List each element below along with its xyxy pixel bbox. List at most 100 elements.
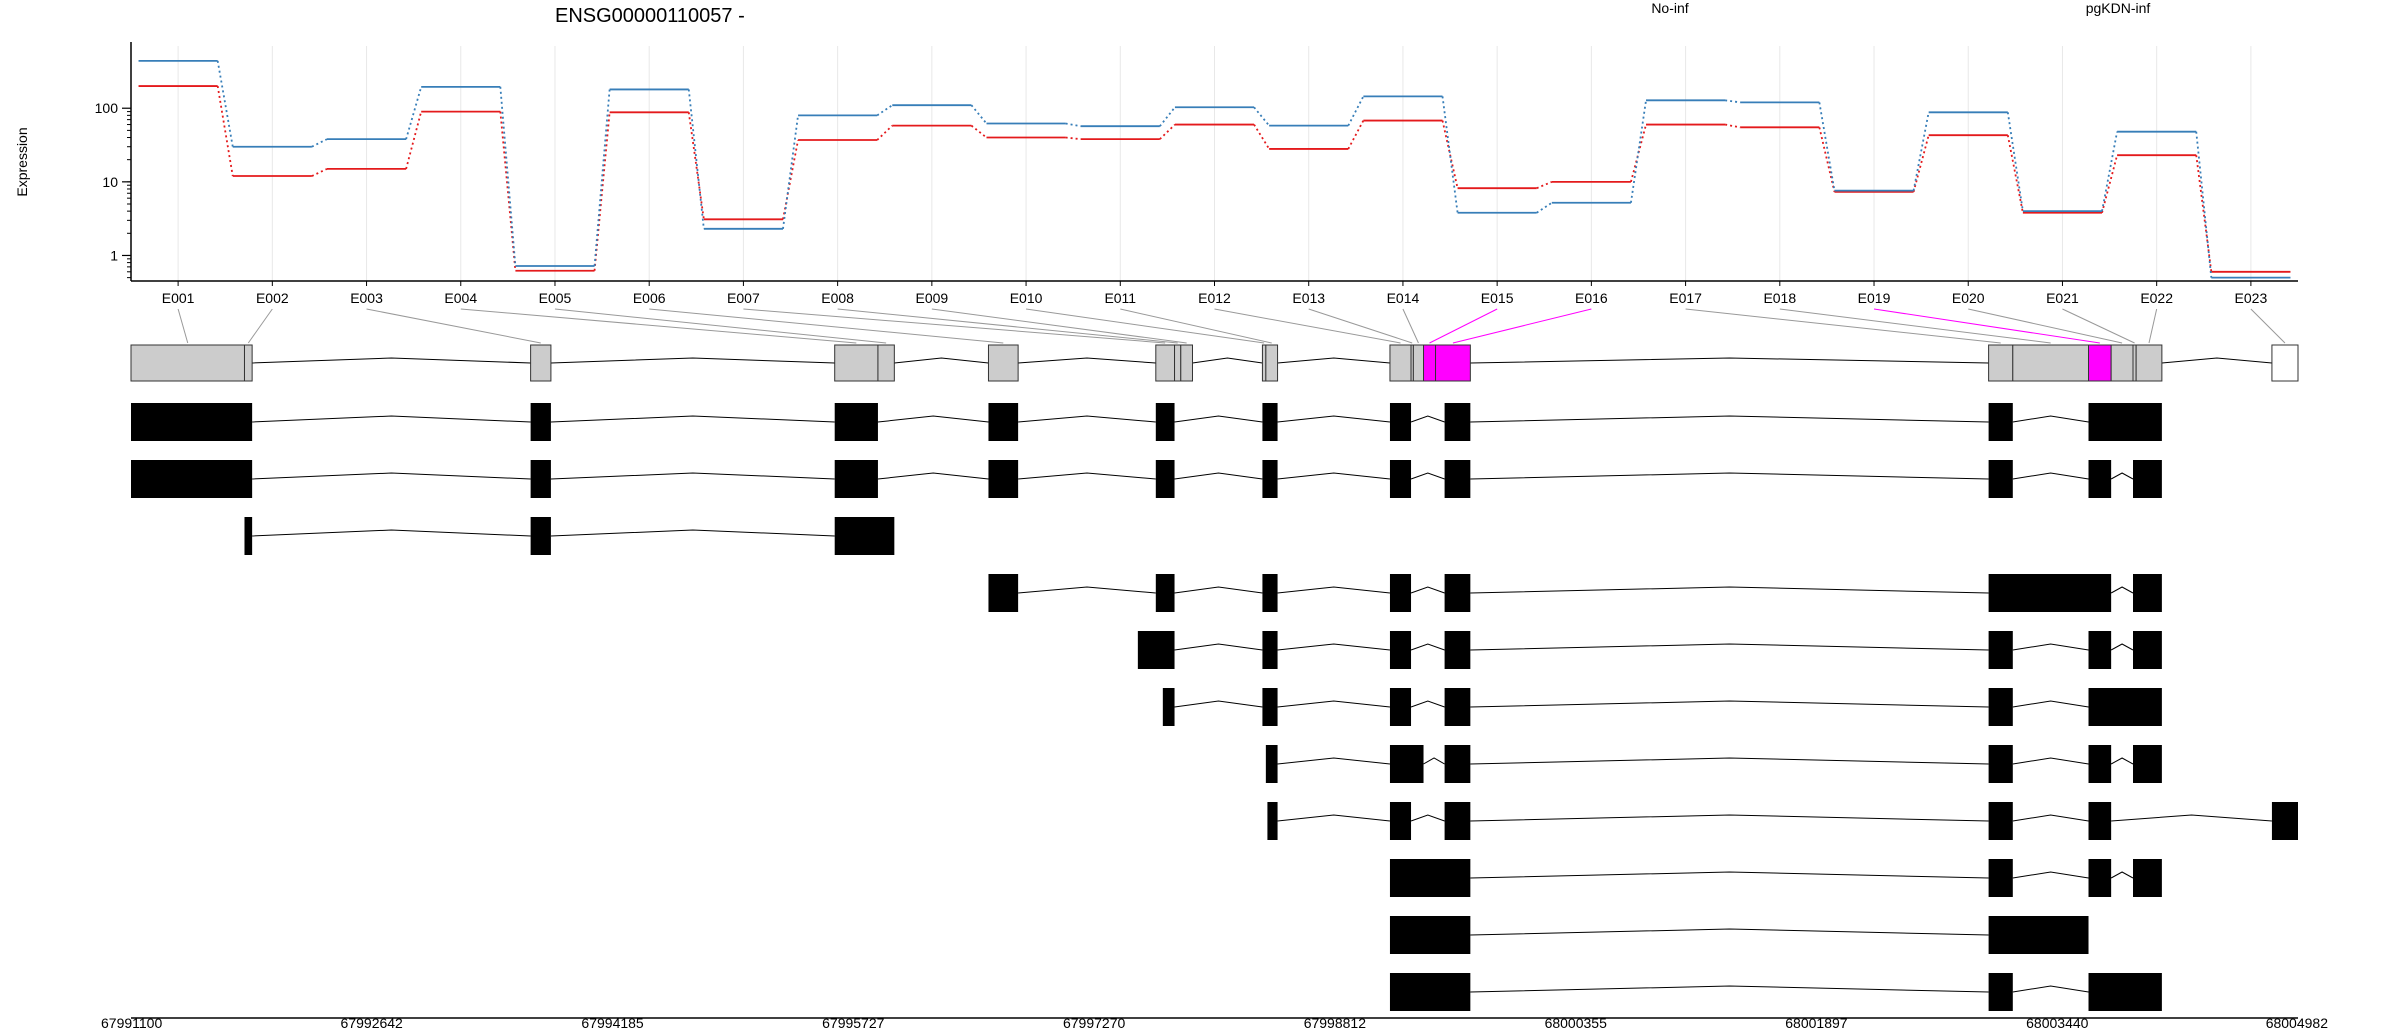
transcript-2-exon xyxy=(988,460,1019,498)
pgkdn-inf-transition-e020 xyxy=(2006,112,2024,212)
connector-e011 xyxy=(1120,308,1272,344)
transcript-8-intron xyxy=(1410,814,1445,822)
no-inf-transition-e018 xyxy=(1818,127,1836,193)
transcript-2-intron xyxy=(1277,472,1391,480)
transcript-1-exon xyxy=(1444,403,1471,441)
expression-lines xyxy=(138,59,2291,279)
transcript-10-exon xyxy=(1389,916,1471,954)
no-inf-transition-e002 xyxy=(311,168,328,177)
transcript-9-exon xyxy=(2088,859,2112,897)
pgkdn-inf-transition-e013 xyxy=(1347,95,1365,127)
exon-connector-lines xyxy=(177,308,2286,344)
transcript-1-exon xyxy=(2088,403,2162,441)
x-tick-label-e021: E021 xyxy=(2046,290,2079,306)
transcript-4-intron xyxy=(1174,586,1263,594)
transcript-7-exon xyxy=(2088,745,2112,783)
gene-model-exon-e003 xyxy=(530,344,552,382)
no-inf-transition-e001 xyxy=(216,85,234,177)
pgkdn-inf-transition-e015 xyxy=(1536,202,1553,214)
gene-model-exon-e010 xyxy=(1261,344,1267,382)
pgkdn-inf-transition-e019 xyxy=(1912,112,1930,191)
genomic-tick-label: 67997270 xyxy=(1063,1015,1126,1030)
transcript-2-exon xyxy=(2088,460,2112,498)
transcript-6-intron xyxy=(2012,700,2089,708)
gene-model-intron xyxy=(1277,357,1391,364)
gene-model-exon-e008 xyxy=(1174,344,1182,382)
transcript-1-intron xyxy=(252,415,531,423)
gene-model-exon-e001 xyxy=(130,344,245,382)
transcript-8-intron xyxy=(2012,814,2089,822)
transcript-3-exon xyxy=(834,517,895,555)
transcript-9-intron xyxy=(2110,871,2134,879)
x-tick-label-e022: E022 xyxy=(2140,290,2173,306)
x-tick-label-e023: E023 xyxy=(2235,290,2268,306)
transcript-6-intron xyxy=(1470,700,1989,708)
transcript-6-exon xyxy=(1444,688,1471,726)
transcript-1-exon xyxy=(988,403,1019,441)
transcript-6-exon xyxy=(1262,688,1278,726)
pgkdn-inf-transition-e009 xyxy=(970,104,988,125)
x-tick-label-e019: E019 xyxy=(1858,290,1891,306)
transcript-8-intron xyxy=(1277,814,1391,822)
connector-e017 xyxy=(1685,308,2001,344)
pgkdn-inf-transition-e006 xyxy=(687,89,705,229)
transcript-1-exon xyxy=(1155,403,1175,441)
transcript-4-exon xyxy=(1988,574,2112,612)
gene-model-intron xyxy=(550,357,835,364)
transcript-11-intron xyxy=(1470,985,1989,993)
connector-e003 xyxy=(366,308,541,344)
y-axis-label: Expression xyxy=(14,127,30,196)
transcript-2-exon xyxy=(1988,460,2013,498)
transcript-7-intron xyxy=(2012,757,2089,765)
transcript-8-exon xyxy=(1389,802,1412,840)
no-inf-transition-e017 xyxy=(1724,123,1741,129)
pgkdn-inf-transition-e016 xyxy=(1630,100,1647,203)
x-tick-label-e009: E009 xyxy=(915,290,948,306)
connector-e004 xyxy=(460,308,857,344)
transcript-11-exon xyxy=(2088,973,2162,1011)
gene-model-exon-e012 xyxy=(1389,344,1412,382)
x-tick-label-e017: E017 xyxy=(1669,290,1702,306)
transcript-11-exon xyxy=(1389,973,1471,1011)
transcript-3-exon xyxy=(244,517,253,555)
transcript-8-exon xyxy=(1444,802,1471,840)
plot-axes: 1 10 100 E001 E002 E003 E004 E005 E006 E007 E008 E0… xyxy=(95,42,2298,306)
transcript-7-intron xyxy=(2110,757,2134,765)
gene-model-exon-e004 xyxy=(834,344,879,382)
connector-e015 xyxy=(1429,308,1498,344)
chart-title: ENSG00000110057 - xyxy=(555,5,745,27)
genomic-tick-label: 68001897 xyxy=(1785,1015,1848,1030)
pgkdn-inf-transition-e017 xyxy=(1725,99,1741,104)
transcript-7-exon xyxy=(2133,745,2162,783)
transcript-4-intron xyxy=(2110,586,2134,594)
x-tick-label-e004: E004 xyxy=(444,290,477,306)
transcript-2-intron xyxy=(550,472,835,480)
no-inf-transition-e011 xyxy=(1159,123,1176,140)
x-tick-label-e001: E001 xyxy=(162,290,195,306)
transcript-1-exon xyxy=(1389,403,1412,441)
x-tick-label-e005: E005 xyxy=(539,290,572,306)
transcript-2-intron xyxy=(1410,472,1445,480)
transcript-6-exon xyxy=(2088,688,2162,726)
genomic-tick-label: 67992642 xyxy=(341,1015,404,1030)
transcript-9-exon xyxy=(1389,859,1471,897)
x-tick-label-e018: E018 xyxy=(1763,290,1796,306)
no-inf-transition-e021 xyxy=(2101,154,2118,214)
transcript-9-intron xyxy=(1470,871,1989,879)
x-tick-label-e008: E008 xyxy=(821,290,854,306)
connector-e012 xyxy=(1214,308,1401,344)
connector-e013 xyxy=(1308,308,1413,344)
transcript-5-exon xyxy=(1262,631,1278,669)
connector-e018 xyxy=(1779,308,2051,344)
genomic-tick-label: 67994185 xyxy=(581,1015,644,1030)
transcript-2-intron xyxy=(1018,472,1156,480)
y-tick-label: 100 xyxy=(95,100,119,116)
transcript-5-exon xyxy=(2133,631,2162,669)
no-inf-transition-e020 xyxy=(2006,135,2024,213)
transcript-4-intron xyxy=(1470,586,1989,594)
transcript-6-exon xyxy=(1162,688,1175,726)
transcript-8-intron xyxy=(2111,814,2272,822)
connector-e020 xyxy=(1968,308,2123,344)
pgkdn-inf-transition-e008 xyxy=(876,104,893,117)
